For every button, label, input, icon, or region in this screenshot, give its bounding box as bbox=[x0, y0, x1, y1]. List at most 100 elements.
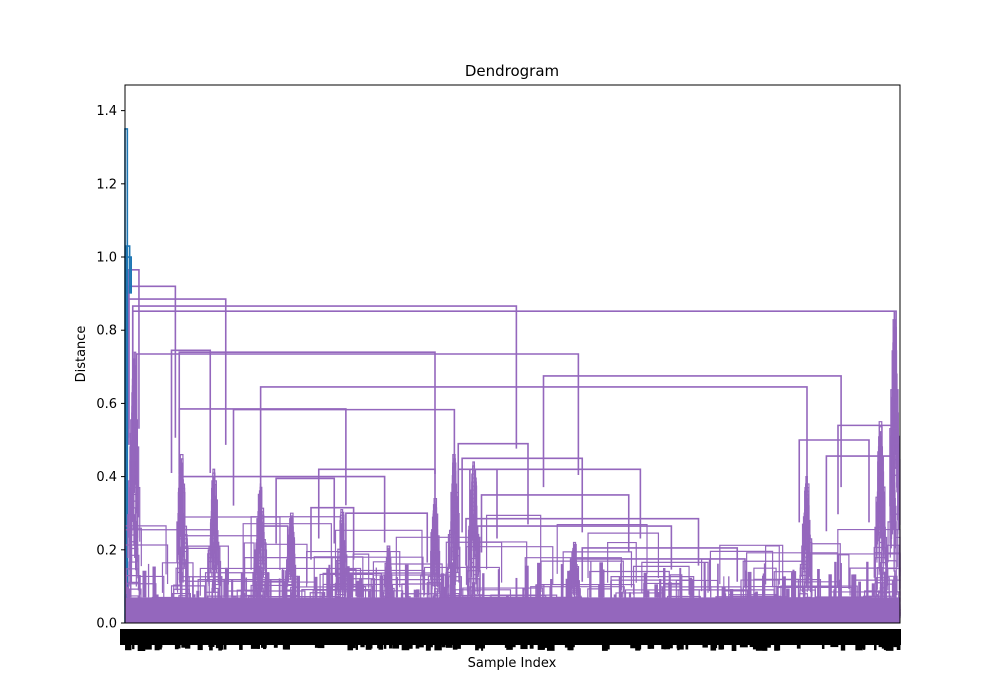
leaf-column bbox=[243, 592, 246, 598]
leaf-column bbox=[620, 563, 622, 598]
x-tick-label-mark bbox=[360, 645, 365, 648]
leaf-column bbox=[876, 594, 878, 598]
x-tick-label-mark bbox=[430, 645, 433, 648]
x-tick-label-mark bbox=[679, 645, 684, 650]
leaf-link bbox=[180, 545, 229, 585]
leaf-column bbox=[257, 566, 261, 598]
leaf-column bbox=[192, 594, 196, 598]
leaf-link bbox=[838, 554, 850, 589]
leaf-column bbox=[381, 591, 385, 598]
x-tick-label-mark bbox=[635, 645, 642, 650]
x-tick-label-mark bbox=[878, 645, 886, 648]
leaf-link bbox=[469, 586, 475, 602]
merge-link bbox=[480, 494, 630, 553]
leaf-column bbox=[297, 575, 300, 598]
leaf-link bbox=[430, 550, 441, 581]
leaf-link bbox=[319, 573, 374, 599]
leaf-column bbox=[322, 591, 326, 598]
x-tick-label-mark bbox=[209, 645, 213, 651]
leaf-column bbox=[347, 595, 351, 598]
x-tick-label-mark bbox=[504, 645, 509, 648]
leaf-link bbox=[607, 541, 637, 583]
leaf-column bbox=[450, 562, 454, 598]
x-tick-label-mark bbox=[383, 645, 387, 649]
leaf-column bbox=[447, 593, 450, 598]
leaf-column bbox=[679, 567, 682, 598]
y-tick-label: 0.8 bbox=[96, 324, 117, 339]
leaf-link bbox=[709, 550, 774, 588]
leaf-column bbox=[445, 572, 448, 598]
x-tick-label-mark bbox=[821, 645, 825, 649]
y-tick-label: 1.4 bbox=[96, 104, 117, 119]
leaf-column bbox=[654, 584, 658, 598]
leaf-column bbox=[537, 562, 541, 598]
leaf-link bbox=[128, 527, 142, 567]
leaf-column bbox=[643, 572, 648, 598]
x-tick-label-mark bbox=[896, 645, 901, 651]
plot-area bbox=[124, 128, 901, 623]
x-tick-label-mark bbox=[568, 645, 573, 651]
leaf-column bbox=[185, 560, 189, 598]
leaf-column bbox=[891, 580, 894, 598]
leaf-column bbox=[522, 588, 525, 598]
x-tick-label-band bbox=[120, 629, 901, 645]
x-tick-label-mark bbox=[176, 645, 181, 649]
x-tick-label-mark bbox=[749, 645, 756, 648]
leaf-column bbox=[565, 578, 568, 598]
x-tick-label-mark bbox=[144, 645, 152, 650]
y-tick-label: 0.6 bbox=[96, 397, 117, 412]
x-tick-label-mark bbox=[511, 645, 516, 648]
leaf-column bbox=[142, 570, 147, 598]
leaf-link bbox=[465, 546, 554, 585]
x-tick-label-mark bbox=[174, 645, 179, 650]
leaf-link bbox=[243, 542, 255, 583]
leaf-column bbox=[762, 575, 765, 598]
x-tick-label-mark bbox=[477, 645, 485, 649]
y-tick-label: 0.4 bbox=[96, 470, 117, 485]
leaf-link bbox=[587, 532, 660, 579]
leaf-column bbox=[782, 583, 786, 598]
leaf-link bbox=[740, 579, 779, 602]
leaf-column bbox=[281, 569, 285, 598]
root-link bbox=[126, 256, 132, 623]
leaf-link bbox=[468, 541, 528, 583]
leaf-column bbox=[192, 576, 194, 598]
leaf-column bbox=[224, 567, 229, 598]
x-tick-label-mark bbox=[710, 645, 717, 651]
leaf-column bbox=[728, 576, 730, 598]
merge-link bbox=[798, 439, 870, 523]
x-tick-label-mark bbox=[457, 645, 461, 649]
merge-link bbox=[542, 375, 842, 488]
leaf-column bbox=[375, 567, 377, 598]
leaf-link bbox=[331, 556, 424, 591]
leaf-column bbox=[834, 561, 837, 598]
merge-link bbox=[469, 468, 498, 539]
x-axis-label: Sample Index bbox=[468, 656, 557, 671]
leaf-link bbox=[242, 523, 332, 574]
leaf-column bbox=[659, 578, 662, 598]
x-tick-label-mark bbox=[520, 645, 528, 650]
x-tick-label-mark bbox=[181, 645, 185, 648]
leaf-column bbox=[866, 561, 869, 598]
x-tick-label-mark bbox=[542, 645, 545, 650]
x-tick-label-mark bbox=[604, 645, 610, 650]
x-tick-label-mark bbox=[648, 645, 652, 648]
dendrogram-links bbox=[124, 128, 897, 623]
leaf-column bbox=[618, 577, 622, 598]
x-tick-label-mark bbox=[348, 645, 356, 649]
x-tick-label-mark bbox=[401, 645, 410, 651]
x-tick-label-mark bbox=[830, 645, 839, 648]
leaf-column bbox=[482, 573, 485, 598]
x-tick-label-mark bbox=[840, 645, 846, 651]
leaf-link bbox=[700, 558, 711, 592]
leaf-column bbox=[810, 581, 812, 598]
x-tick-label-mark bbox=[185, 645, 190, 648]
leaf-column bbox=[206, 579, 208, 598]
x-tick-label-mark bbox=[239, 645, 243, 650]
x-tick-label-mark bbox=[685, 645, 689, 650]
leaf-column bbox=[852, 574, 857, 598]
leaf-column bbox=[126, 586, 129, 598]
y-axis-ticks: 0.0 0.2 0.4 0.6 0.8 1.0 1.2 1.4 bbox=[96, 104, 125, 632]
x-tick-label-mark bbox=[355, 645, 358, 650]
